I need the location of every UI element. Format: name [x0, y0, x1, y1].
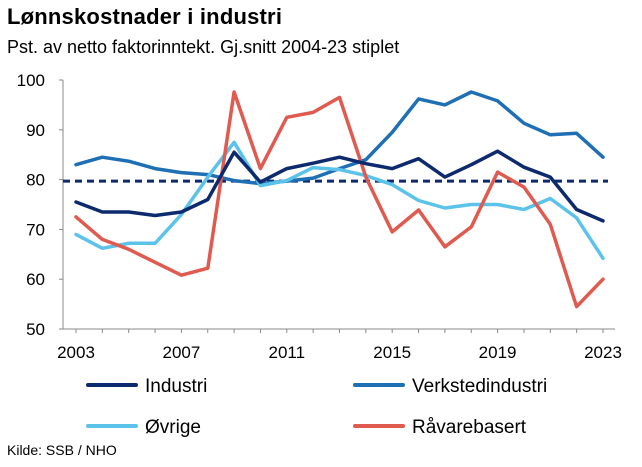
x-tick-label: 2011 — [269, 343, 306, 362]
x-tick-label: 2015 — [373, 343, 411, 362]
chart-title: Lønnskostnader i industri — [7, 4, 283, 29]
x-tick-label: 2007 — [162, 343, 200, 362]
legend: Industri Verkstedindustri Øvrige Råvarebase… — [86, 376, 547, 438]
series-line-øvrige — [74, 140, 605, 261]
source-note: Kilde: SSB / NHO — [7, 442, 117, 458]
y-tick-label: 100 — [17, 71, 45, 90]
legend-label: Verkstedindustri — [412, 376, 547, 397]
y-tick-label: 60 — [26, 270, 45, 289]
y-tick-label: 70 — [26, 220, 45, 239]
chart-subtitle: Pst. av netto faktorinntekt. Gj.snitt 20… — [7, 37, 400, 57]
series-line-industri — [74, 149, 605, 223]
y-tick-label: 90 — [26, 121, 45, 140]
x-tick-label: 2023 — [584, 343, 622, 362]
axes: 50 60 70 80 90 100 2003 2007 2011 2015 2019 2023 — [17, 71, 622, 362]
y-tick-label: 50 — [26, 320, 45, 339]
x-tick-label: 2019 — [479, 343, 517, 362]
legend-label: Industri — [145, 376, 207, 397]
x-tick-label: 2003 — [57, 343, 95, 362]
series-lines — [74, 90, 605, 309]
legend-label: Råvarebasert — [412, 417, 527, 438]
y-tick-label: 80 — [26, 171, 45, 190]
legend-label: Øvrige — [145, 417, 201, 438]
series-line-råvarebasert — [74, 90, 605, 309]
